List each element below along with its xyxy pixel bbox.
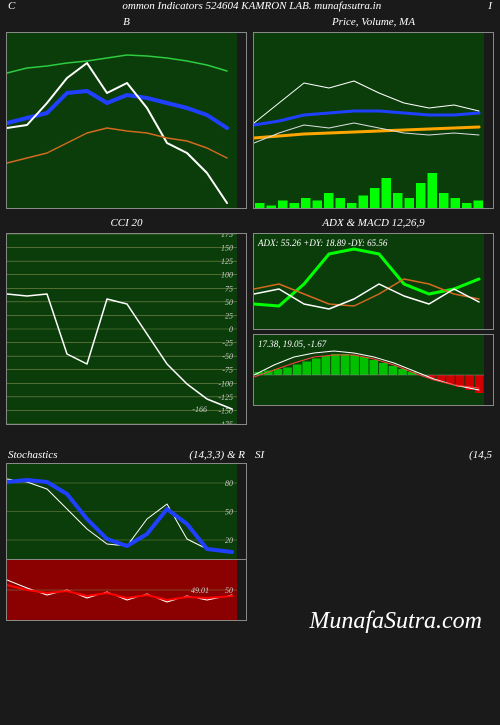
panel-adx-title: ADX & MACD 12,26,9: [253, 215, 494, 233]
svg-text:80: 80: [225, 479, 233, 488]
panel-stoch-bottom: 49.01 50: [6, 560, 247, 621]
svg-text:ADX: 55.26 +DY: 18.89 -DY: 6: ADX: 55.26 +DY: 18.89 -DY: 65.56: [257, 238, 388, 248]
panel-b: [6, 32, 247, 209]
watermark: MunafaSutra.com: [309, 608, 482, 635]
svg-text:100: 100: [221, 271, 233, 280]
svg-text:50: 50: [225, 508, 233, 517]
svg-text:-50: -50: [222, 352, 233, 361]
svg-text:25: 25: [225, 311, 233, 320]
svg-text:50: 50: [225, 298, 233, 307]
panel-price-title: Price, Volume, MA: [253, 14, 494, 32]
svg-text:20: 20: [225, 536, 233, 545]
panel-b-title: B: [6, 14, 247, 32]
panel-macd: 17.38, 19.05, -1.67: [253, 334, 494, 406]
panel-cci: 1751501251007550250-25-50-75-100-125-150…: [6, 233, 247, 425]
panel-stoch-top: 80 50 20: [6, 463, 247, 560]
svg-text:49.01: 49.01: [191, 586, 209, 595]
svg-text:-100: -100: [218, 379, 233, 388]
panel-price: [253, 32, 494, 209]
panel-si-title-left: SI: [255, 449, 264, 461]
svg-text:-125: -125: [218, 393, 233, 402]
panel-stoch-title-left: Stochastics: [8, 449, 58, 461]
row-1: B Price, Volume, MA: [0, 14, 500, 209]
panel-cci-title: CCI 20: [6, 215, 247, 233]
svg-text:-25: -25: [222, 339, 233, 348]
svg-text:17.38, 19.05, -1.67: 17.38, 19.05, -1.67: [258, 339, 327, 349]
row-3: Stochastics (14,3,3) & R 805020 49.0150 …: [0, 449, 500, 621]
svg-text:-175: -175: [218, 420, 233, 424]
svg-text:125: 125: [221, 257, 233, 266]
row-2: CCI 20 175 150 125 100 75 50 25 0 -25 -50 -75 -100 -…: [0, 215, 500, 425]
panel-si-title-right: (14,5: [469, 449, 492, 461]
panel-adx: ADX: 55.26 +DY: 18.89 -DY: 65.56: [253, 233, 494, 330]
svg-text:75: 75: [225, 284, 233, 293]
header-left: C: [8, 0, 15, 12]
header-center: ommon Indicators 524604 KAMRON LAB. muna…: [122, 0, 381, 12]
svg-text:50: 50: [225, 586, 233, 595]
svg-text:175: 175: [221, 234, 233, 239]
header-right: I: [488, 0, 492, 12]
page-header: C ommon Indicators 524604 KAMRON LAB. mu…: [0, 0, 500, 14]
svg-text:150: 150: [221, 244, 233, 253]
svg-text:0: 0: [229, 325, 233, 334]
panel-stoch-title-right: (14,3,3) & R: [189, 449, 245, 461]
svg-text:-75: -75: [222, 366, 233, 375]
svg-text:-166: -166: [192, 405, 207, 414]
